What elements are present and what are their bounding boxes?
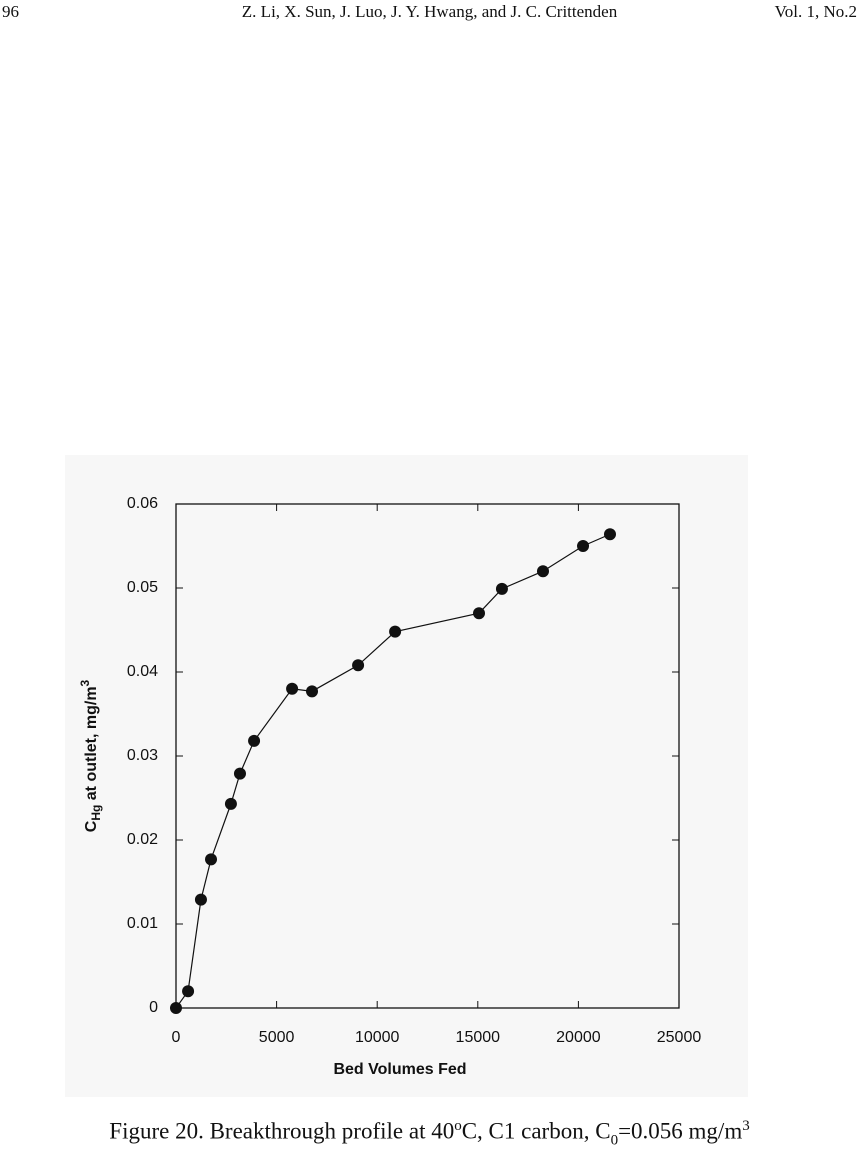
x-tick-label: 25000: [657, 1029, 702, 1046]
data-point: [248, 734, 261, 747]
y-tick-label: 0.04: [127, 663, 158, 680]
caption-text: =0.056 mg/m: [618, 1118, 743, 1144]
caption-text: Figure 20. Breakthrough profile at 40: [109, 1118, 455, 1144]
caption: Figure 20. Breakthrough profile at 40oC,…: [0, 1118, 859, 1149]
chart: Bed Volumes Fed CHg at outlet, mg/m3 0 0.…: [65, 455, 748, 1097]
chart-background: [65, 455, 748, 1097]
y-label-sup: 3: [78, 679, 92, 686]
y-tick-label: 0.03: [127, 747, 158, 764]
data-point: [495, 582, 508, 595]
data-point: [224, 797, 237, 810]
data-point: [233, 767, 246, 780]
data-point: [306, 685, 319, 698]
data-line: [175, 533, 611, 1009]
data-point: [170, 1002, 182, 1014]
data-point: [603, 528, 616, 541]
data-point: [473, 607, 486, 620]
y-tick-label: 0.05: [127, 579, 158, 596]
caption-sub: 0: [610, 1132, 619, 1149]
data-point: [352, 659, 365, 672]
x-tick-label: 10000: [355, 1029, 400, 1046]
volume: Vol. 1, No.2: [774, 2, 857, 21]
y-tick-label: 0: [149, 999, 158, 1016]
x-tick-label: 5000: [259, 1029, 295, 1046]
caption-text: C, C1 carbon, C: [461, 1118, 611, 1144]
data-point: [194, 893, 207, 906]
page-number: 96: [2, 2, 19, 21]
data-point: [205, 853, 218, 866]
x-tick-label: 0: [172, 1029, 181, 1046]
caption-sup: 3: [742, 1118, 750, 1134]
x-tick-label: 15000: [456, 1029, 501, 1046]
y-label-part: C: [83, 820, 100, 832]
y-tick-label: 0.01: [127, 915, 158, 932]
data-point: [389, 625, 402, 638]
caption-sup: o: [454, 1118, 462, 1134]
data-point: [286, 682, 299, 695]
authors: Z. Li, X. Sun, J. Luo, J. Y. Hwang, and …: [241, 2, 618, 21]
y-label-part: at outlet, mg/m: [83, 686, 100, 804]
x-tick-label: 20000: [556, 1029, 601, 1046]
y-tick-label: 0.02: [127, 831, 158, 848]
y-tick-label: 0.06: [127, 495, 158, 512]
x-axis-label: Bed Volumes Fed: [333, 1061, 466, 1078]
data-point: [536, 565, 549, 578]
y-label-sub: Hg: [89, 805, 103, 821]
data-point: [577, 540, 590, 552]
data-point: [182, 985, 195, 998]
y-axis-label: CHg at outlet, mg/m3: [78, 679, 103, 832]
